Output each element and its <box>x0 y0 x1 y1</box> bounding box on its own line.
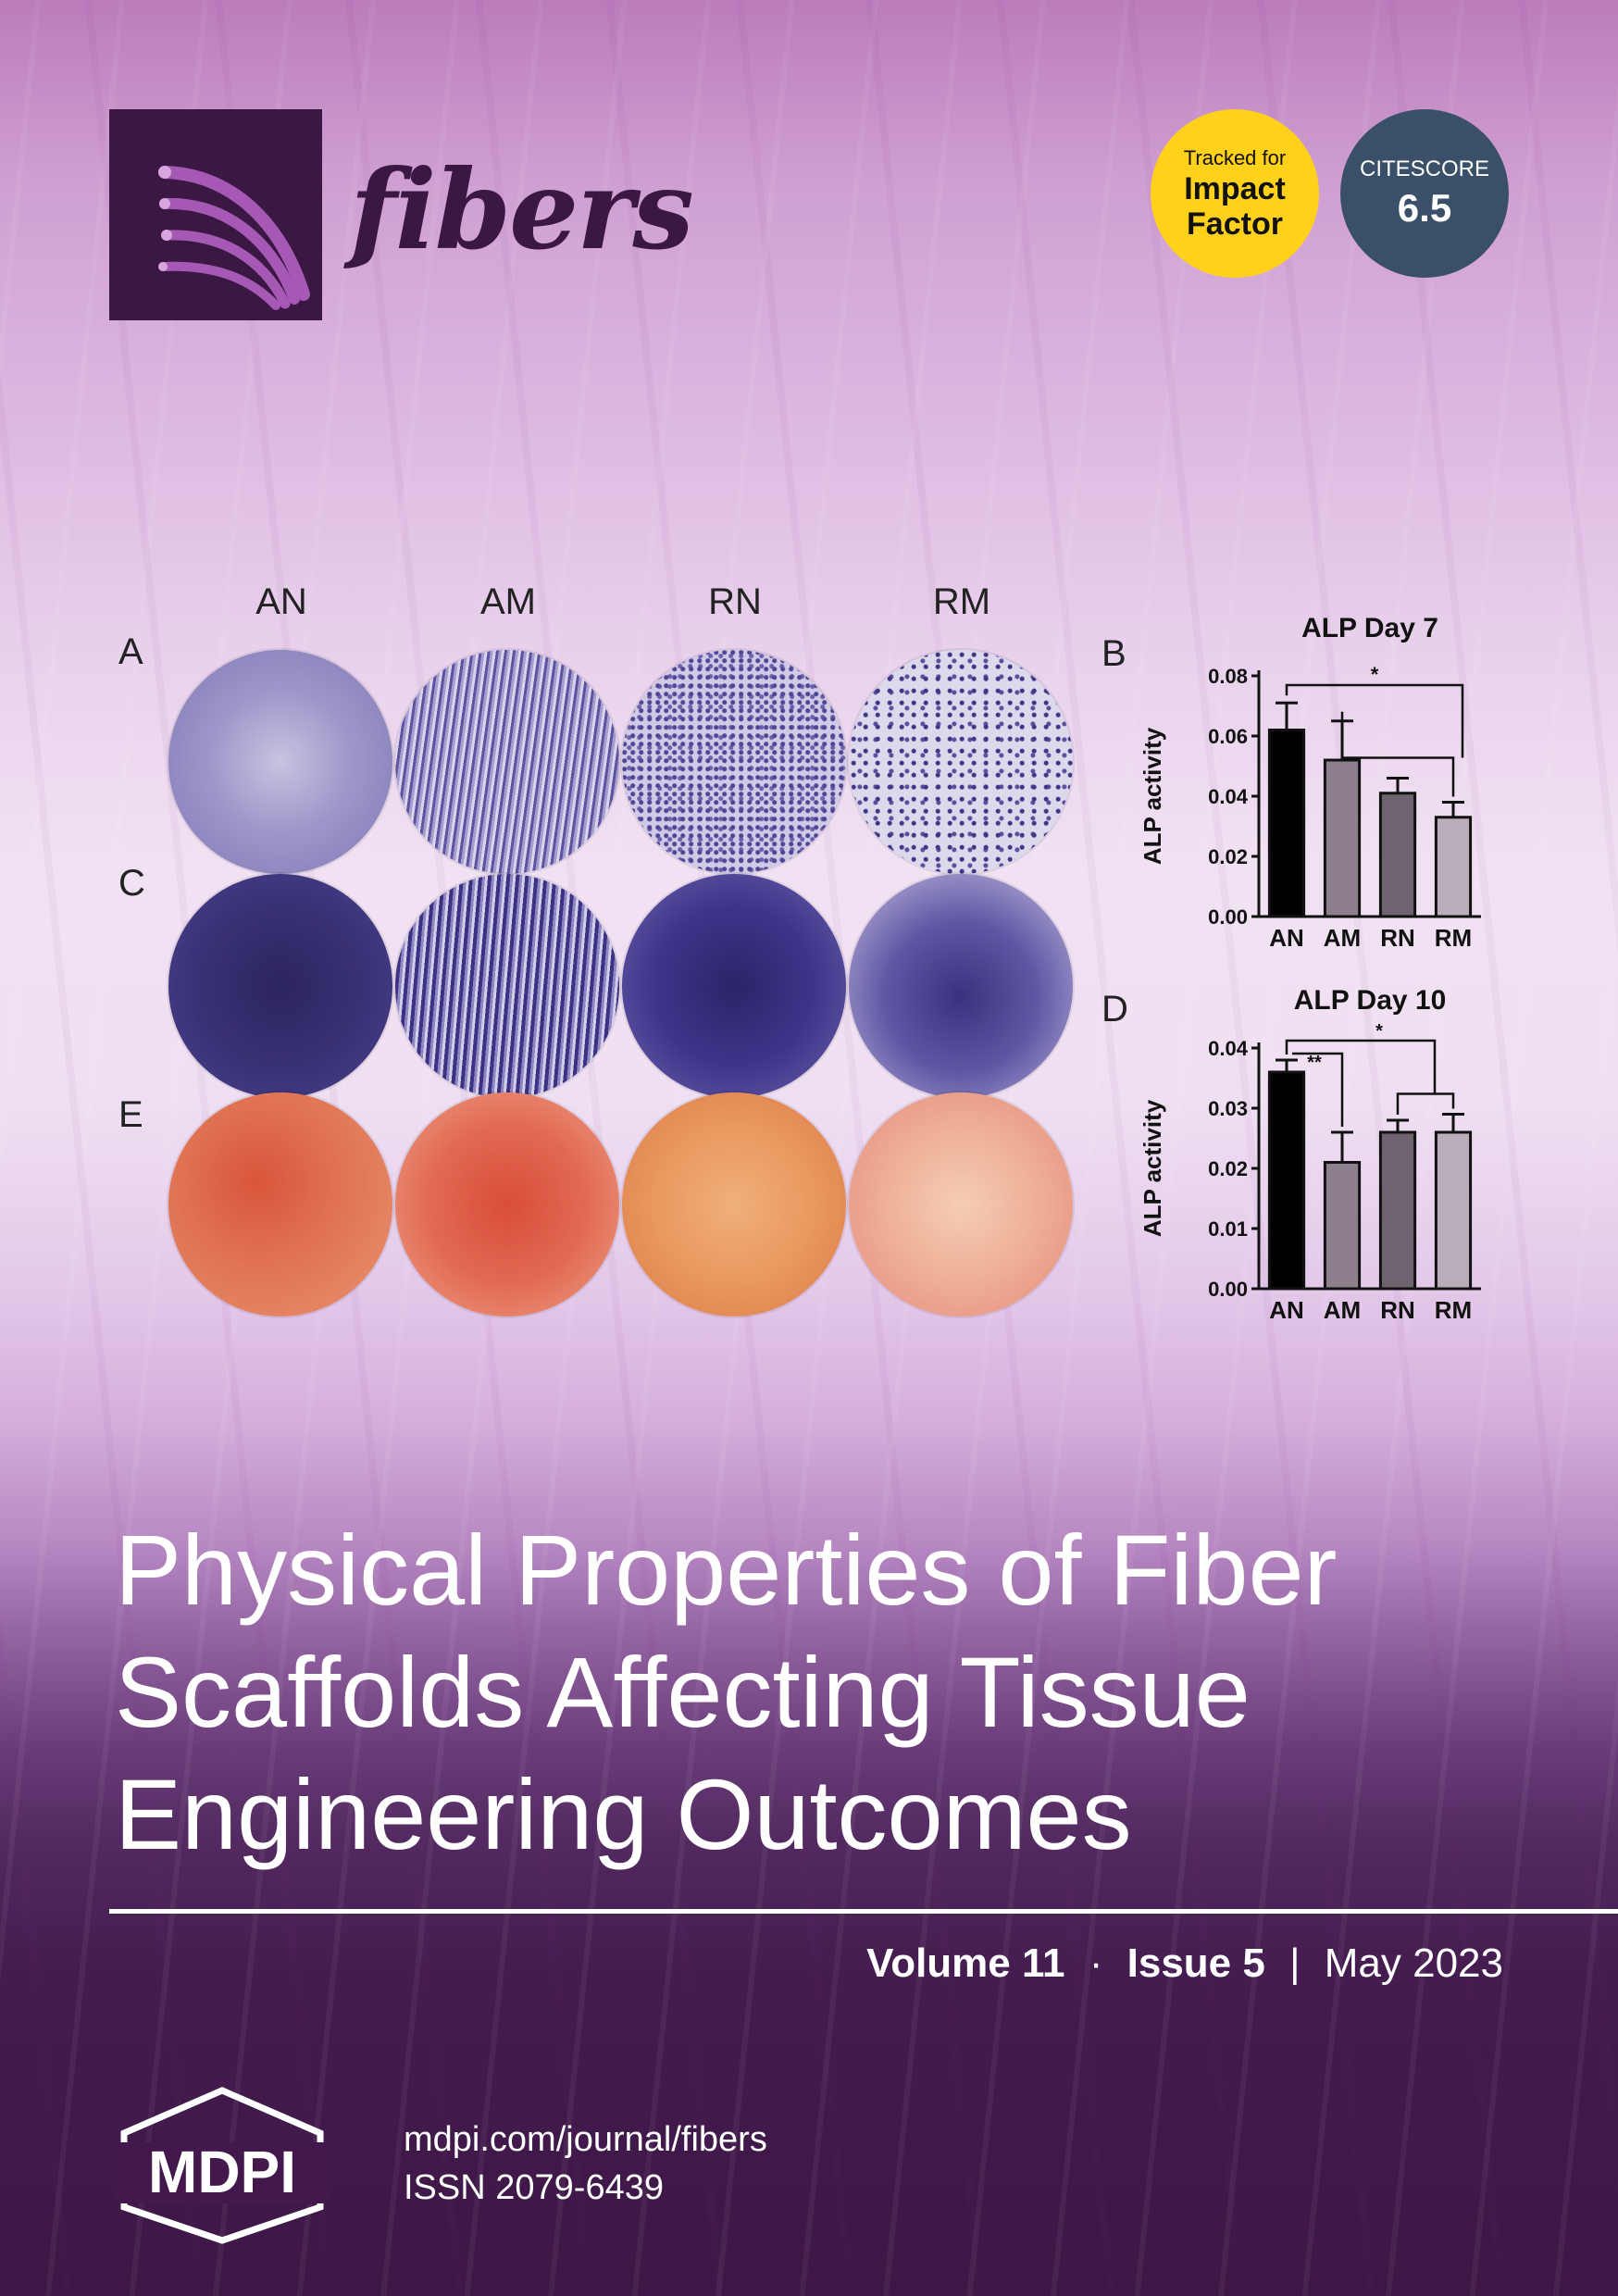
y-tick-label: 0.02 <box>1208 1157 1248 1180</box>
x-tick-label: AN <box>1269 1296 1304 1324</box>
significance-bracket <box>1285 1039 1437 1094</box>
journal-name: fibers <box>350 145 694 274</box>
panel-letter-d: D <box>1101 989 1128 1029</box>
well-image-a-rm <box>849 650 1073 874</box>
bar-rn <box>1378 1130 1417 1291</box>
well-image-a-rn <box>622 650 846 874</box>
article-title-line3: Engineering Outcomes <box>115 1758 1132 1870</box>
bar-rn <box>1378 792 1417 918</box>
y-tick-label: 0.04 <box>1208 1037 1249 1060</box>
well-image-e-an <box>168 1092 392 1316</box>
chart-title: ALP Day 10 <box>1294 985 1447 1016</box>
mdpi-logo-icon: MDPI <box>115 2087 330 2244</box>
column-label-am: AM <box>480 581 536 622</box>
well-image-a-am <box>395 650 619 874</box>
panel-letter-a: A <box>118 631 143 672</box>
panel-letter-e: E <box>118 1094 143 1135</box>
column-label-rm: RM <box>932 581 991 622</box>
chart-title: ALP Day 7 <box>1301 613 1438 643</box>
mdpi-logo-text: MDPI <box>148 2139 296 2205</box>
well-image-a-an <box>168 650 392 874</box>
bar-am <box>1323 758 1362 918</box>
journal-logo-icon <box>109 109 322 320</box>
issue-label: Issue 5 <box>1126 1940 1265 1986</box>
bar-an <box>1267 729 1306 918</box>
footer-info: mdpi.com/journal/fibers ISSN 2079-6439 <box>404 2115 767 2212</box>
y-tick-label: 0.00 <box>1208 1278 1248 1301</box>
chart-alp-day10: ALP Day 10 ALP activity 0.00 0.01 0.02 0.03 0.… <box>1139 985 1481 1324</box>
x-tick-label: RM <box>1435 1296 1472 1324</box>
issue-info: Volume 11 · Issue 5 | May 2023 <box>866 1940 1503 1987</box>
citescore-badge: CITESCORE 6.5 <box>1340 109 1509 278</box>
y-tick-label: 0.02 <box>1208 845 1248 868</box>
y-tick-label: 0.01 <box>1208 1217 1248 1241</box>
well-image-e-rn <box>622 1092 846 1316</box>
article-title: Physical Properties of Fiber Scaffolds A… <box>115 1509 1531 1876</box>
well-image-e-am <box>395 1092 619 1316</box>
significance-bracket <box>1285 683 1464 758</box>
issue-date: May 2023 <box>1324 1940 1503 1986</box>
divider-rule <box>109 1909 1618 1914</box>
bar-rm <box>1434 1130 1473 1291</box>
y-tick-label: 0.00 <box>1208 905 1248 929</box>
significance-label: ** <box>1307 1053 1322 1073</box>
x-tick-label: RN <box>1380 1296 1415 1324</box>
panel-letter-b: B <box>1101 633 1126 674</box>
bar-rm <box>1434 816 1473 918</box>
bar-an <box>1267 1070 1306 1291</box>
x-tick-label: RM <box>1435 924 1472 952</box>
y-axis-label: ALP activity <box>1139 1099 1166 1237</box>
y-tick-label: 0.04 <box>1208 785 1249 808</box>
impact-badge-line1: Tracked for <box>1183 146 1287 169</box>
well-image-c-rm <box>849 874 1073 1098</box>
impact-badge-line2: Impact <box>1184 171 1286 206</box>
column-label-an: AN <box>255 581 307 622</box>
chart-alp-day7: ALP Day 7 ALP activity 0.00 0.02 0.04 0.06 0.0… <box>1139 613 1481 952</box>
significance-bracket <box>1340 711 1455 797</box>
x-tick-label: AM <box>1324 1296 1361 1324</box>
well-image-c-am <box>395 874 619 1098</box>
y-tick-label: 0.06 <box>1208 725 1248 748</box>
issue-divider: | <box>1289 1940 1301 1986</box>
volume-label: Volume 11 <box>866 1940 1065 1986</box>
significance-bracket <box>1292 1052 1344 1127</box>
x-tick-label: RN <box>1380 924 1415 952</box>
impact-factor-badge: Tracked for Impact Factor <box>1151 109 1319 278</box>
significance-label: * <box>1371 663 1379 686</box>
panel-letter-c: C <box>118 863 145 904</box>
well-image-c-rn <box>622 874 846 1098</box>
column-label-rn: RN <box>708 581 762 622</box>
article-title-line1: Physical Properties of Fiber <box>115 1514 1338 1626</box>
bar-am <box>1323 1161 1362 1291</box>
well-image-e-rm <box>849 1092 1073 1316</box>
significance-bracket <box>1396 1092 1455 1115</box>
significance-label: * <box>1375 1021 1383 1042</box>
article-title-line2: Scaffolds Affecting Tissue <box>115 1636 1251 1748</box>
y-tick-label: 0.03 <box>1208 1097 1248 1120</box>
citescore-label: CITESCORE <box>1359 156 1489 181</box>
citescore-value: 6.5 <box>1397 186 1452 230</box>
y-axis-label: ALP activity <box>1139 727 1166 865</box>
y-tick-label: 0.08 <box>1208 665 1248 688</box>
x-tick-label: AM <box>1324 924 1361 952</box>
impact-badge-line3: Factor <box>1187 206 1283 242</box>
issue-dot: · <box>1089 1940 1103 1986</box>
journal-issn: ISSN 2079-6439 <box>404 2168 664 2207</box>
x-tick-label: AN <box>1269 924 1304 952</box>
journal-url: mdpi.com/journal/fibers <box>404 2120 767 2159</box>
well-image-c-an <box>168 874 392 1098</box>
